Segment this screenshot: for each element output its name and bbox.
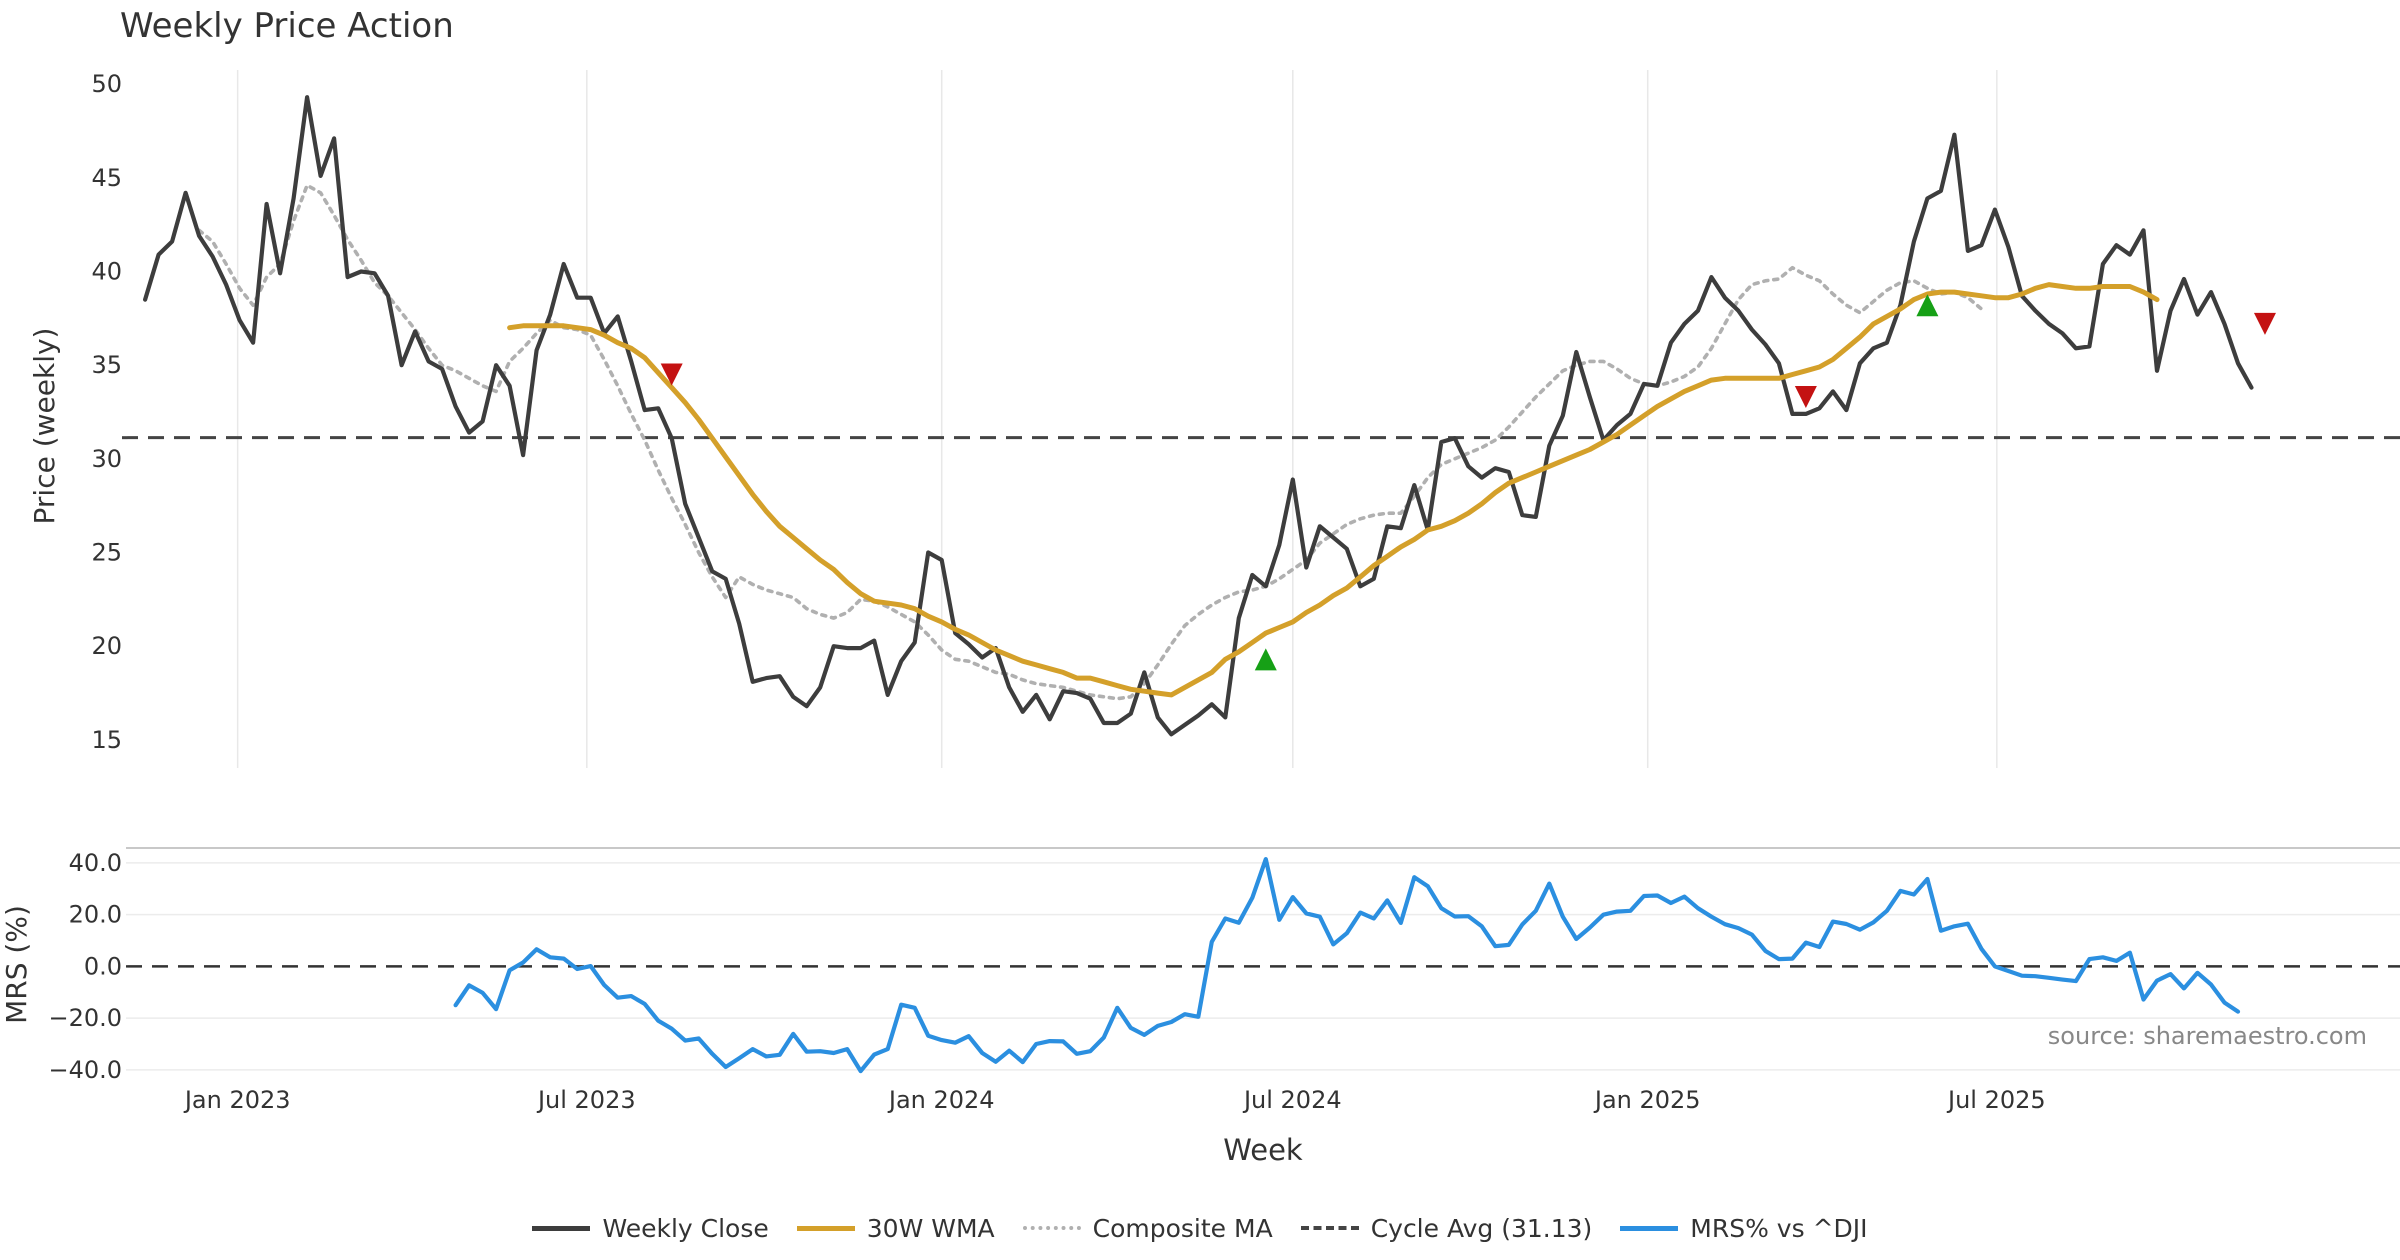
mrs-tick-label: 40.0 xyxy=(69,849,122,877)
price-tick-label: 25 xyxy=(91,539,122,567)
price-tick-label: 35 xyxy=(91,351,122,379)
mrs-panel: −40.0 −20.0 0.0 20.0 40.0 Jan 2023 Jul 2023 Ja… xyxy=(0,847,2400,1167)
wma-30w-line xyxy=(507,282,2160,698)
legend-label: Cycle Avg (31.13) xyxy=(1370,1213,1593,1243)
price-tick-label: 15 xyxy=(91,726,122,754)
price-tick-label: 20 xyxy=(91,632,122,660)
legend-item: Cycle Avg (31.13) xyxy=(1300,1213,1593,1243)
price-tick-label: 45 xyxy=(91,164,122,192)
legend-label: MRS% vs ^DJI xyxy=(1690,1213,1868,1243)
sell-signal-marker xyxy=(660,363,683,386)
legend-swatch xyxy=(796,1225,855,1231)
legend-item: Weekly Close xyxy=(532,1213,769,1243)
legend-swatch xyxy=(532,1225,591,1231)
chart-title: Weekly Price Action xyxy=(120,6,454,46)
mrs-tick-label: 0.0 xyxy=(84,952,122,980)
legend-label: Composite MA xyxy=(1092,1213,1273,1243)
legend-item: Composite MA xyxy=(1022,1213,1273,1243)
weekly-close-line xyxy=(143,95,2254,737)
legend-swatch xyxy=(1620,1225,1679,1231)
price-tick-label: 50 xyxy=(91,70,122,98)
price-tick-label: 40 xyxy=(91,257,122,285)
legend: Weekly Close 30W WMA Composite MA Cycle Avg… xyxy=(0,1208,2400,1248)
chart-canvas: 15 20 25 30 35 40 45 50 Price (weekly) −40.0 −20… xyxy=(0,70,2400,1167)
composite-ma-line xyxy=(197,183,1984,701)
mrs-tick-label: −40.0 xyxy=(48,1056,122,1084)
buy-signal-marker xyxy=(1254,648,1277,671)
legend-item: 30W WMA xyxy=(796,1213,995,1243)
legend-item: MRS% vs ^DJI xyxy=(1620,1213,1868,1243)
mrs-tick-label: −20.0 xyxy=(48,1004,122,1032)
x-tick-label: Jul 2024 xyxy=(1242,1086,1342,1114)
legend-swatch xyxy=(1300,1226,1359,1230)
x-axis-label: Week xyxy=(1223,1133,1303,1167)
x-tick-label: Jan 2023 xyxy=(183,1086,291,1114)
buy-signal-marker xyxy=(1916,294,1939,317)
legend-swatch xyxy=(1022,1226,1081,1230)
price-tick-label: 30 xyxy=(91,445,122,473)
source-annotation: source: sharemaestro.com xyxy=(2048,1022,2367,1050)
x-tick-label: Jan 2025 xyxy=(1593,1086,1701,1114)
mrs-line xyxy=(453,856,2241,1074)
x-tick-label: Jul 2023 xyxy=(536,1086,636,1114)
mrs-axis-label: MRS (%) xyxy=(0,905,33,1024)
legend-label: Weekly Close xyxy=(602,1213,769,1243)
price-axis-label: Price (weekly) xyxy=(28,328,61,525)
mrs-tick-label: 20.0 xyxy=(69,901,122,929)
sell-signal-marker xyxy=(1794,386,1817,409)
x-tick-label: Jan 2024 xyxy=(887,1086,995,1114)
sell-signal-marker xyxy=(2253,312,2276,335)
x-tick-label: Jul 2025 xyxy=(1946,1086,2046,1114)
price-panel: 15 20 25 30 35 40 45 50 Price (weekly) xyxy=(28,70,2400,768)
legend-label: 30W WMA xyxy=(866,1213,995,1243)
